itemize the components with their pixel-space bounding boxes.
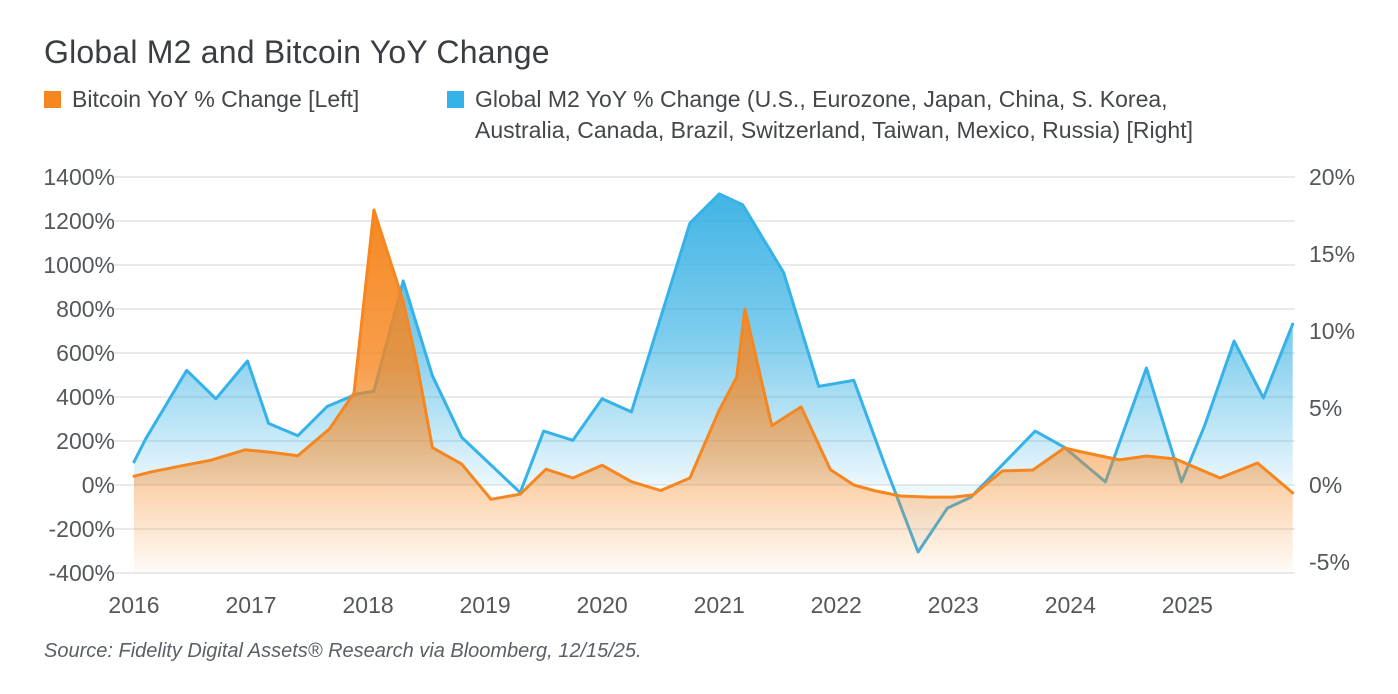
bitcoin-line <box>132 208 1295 501</box>
y-axis-tick-left: 400% <box>56 384 115 410</box>
x-axis-tick: 2025 <box>1162 592 1213 618</box>
y-axis-tick-left: -200% <box>49 516 115 542</box>
y-axis-tick-left: 1000% <box>43 252 115 278</box>
y-axis-tick-left: 1400% <box>43 164 115 190</box>
y-axis-tick-right: 0% <box>1309 472 1342 498</box>
y-axis-tick-right: 15% <box>1309 241 1355 267</box>
m2-legend-label-line1: Global M2 YoY % Change (U.S., Eurozone, … <box>475 86 1168 112</box>
y-axis-tick-right: 20% <box>1309 164 1355 190</box>
legend: Bitcoin YoY % Change [Left] Global M2 Yo… <box>44 84 1193 146</box>
x-axis-tick: 2023 <box>928 592 979 618</box>
x-axis-tick: 2016 <box>108 592 159 618</box>
source-note: Source: Fidelity Digital Assets® Researc… <box>44 640 642 662</box>
x-axis-tick: 2022 <box>811 592 862 618</box>
axis-labels: 1400% 1200% 1000% 800% 600% 400% 200% 0% -200% -4… <box>43 164 1355 618</box>
m2-legend-swatch-icon <box>447 91 464 108</box>
y-axis-tick-left: 200% <box>56 428 115 454</box>
y-axis-tick-left: 1200% <box>43 208 115 234</box>
page-title: Global M2 and Bitcoin YoY Change <box>44 34 550 70</box>
y-axis-tick-right: -5% <box>1309 549 1350 575</box>
data-series <box>132 192 1295 573</box>
x-axis-tick: 2018 <box>342 592 393 618</box>
y-axis-tick-right: 5% <box>1309 395 1342 421</box>
x-axis-tick: 2019 <box>460 592 511 618</box>
x-axis-tick: 2024 <box>1045 592 1096 618</box>
legend-item-bitcoin: Bitcoin YoY % Change [Left] <box>44 84 447 115</box>
x-axis-tick: 2017 <box>225 592 276 618</box>
bitcoin-legend-swatch-icon <box>44 91 61 108</box>
legend-item-m2: Global M2 YoY % Change (U.S., Eurozone, … <box>447 84 1193 146</box>
m2-legend-label-line2: Australia, Canada, Brazil, Switzerland, … <box>475 117 1193 143</box>
y-axis-tick-left: 600% <box>56 340 115 366</box>
y-axis-tick-left: -400% <box>49 560 115 586</box>
x-axis-tick: 2021 <box>694 592 745 618</box>
y-axis-tick-left: 0% <box>82 472 115 498</box>
x-axis-tick: 2020 <box>577 592 628 618</box>
bitcoin-legend-label: Bitcoin YoY % Change [Left] <box>72 86 360 112</box>
bitcoin-area <box>134 210 1293 573</box>
y-axis-tick-right: 10% <box>1309 318 1355 344</box>
y-axis-tick-left: 800% <box>56 296 115 322</box>
